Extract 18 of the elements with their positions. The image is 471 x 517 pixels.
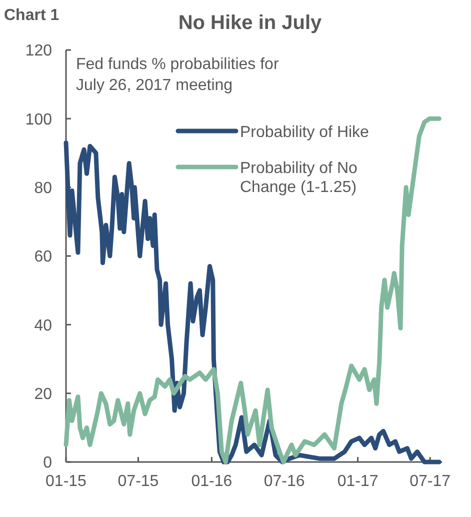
y-tick-label: 80: [34, 180, 52, 197]
y-tick-label: 120: [25, 42, 52, 60]
annotation: Fed funds % probabilities for July 26, 2017 meeting: [76, 56, 280, 94]
y-tick-label: 100: [25, 111, 52, 128]
y-tick-label: 0: [43, 454, 52, 472]
legend-label: Probability of Hike: [240, 124, 370, 141]
x-tick-label: 07-16: [264, 473, 305, 490]
y-tick-label: 60: [34, 248, 52, 266]
x-tick-label: 07-15: [118, 473, 159, 490]
legend-label: Probability of No Change (1-1.25): [240, 160, 358, 196]
x-tick-label: 01-15: [46, 473, 87, 490]
caption: Chart 1: [4, 7, 60, 24]
x-tick-label: 01-16: [191, 473, 232, 490]
y-tick-label: 20: [34, 386, 52, 403]
x-tick-label: 07-17: [410, 473, 451, 490]
x-tick-label: 01-17: [337, 473, 378, 490]
chart-title: No Hike in July: [178, 12, 323, 34]
y-tick-label: 40: [34, 317, 52, 334]
